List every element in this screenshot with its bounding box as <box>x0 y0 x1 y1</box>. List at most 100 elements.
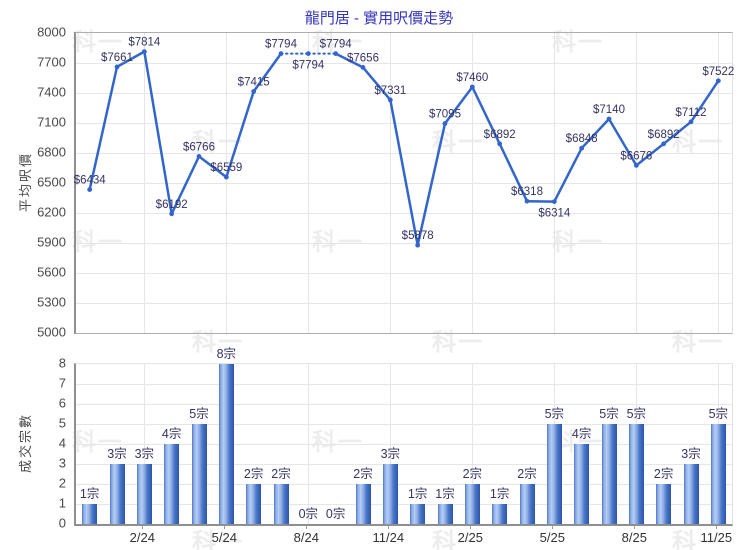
x-tick-mark <box>388 525 390 529</box>
bar <box>492 504 508 524</box>
price-line-series: $6434 $7661 $7814 $6192 $6766 $6559 $7415 $7794… <box>74 37 734 248</box>
y-tick-label: 5600 <box>37 264 66 280</box>
y-tick-label: 8000 <box>37 24 66 40</box>
point-label: $7661 <box>101 52 133 64</box>
gridline-horizontal <box>76 183 732 184</box>
bar-label: 1宗 <box>407 487 428 501</box>
x-tick-label: 8/25 <box>621 530 647 545</box>
point-label: $5878 <box>402 230 434 242</box>
data-point <box>169 211 175 217</box>
line-segment <box>115 50 146 69</box>
y-tick-label: 6500 <box>37 174 66 190</box>
data-point <box>223 174 229 180</box>
bar <box>273 484 289 524</box>
bar-label: 2宗 <box>653 467 674 481</box>
point-label: $7095 <box>429 109 461 121</box>
gridline-horizontal <box>76 384 732 385</box>
x-tick-label: 8/24 <box>293 530 319 545</box>
data-point <box>524 198 530 204</box>
bar <box>656 484 672 524</box>
point-label: $6892 <box>484 129 516 141</box>
gridline-vertical <box>143 33 145 333</box>
line-segment <box>689 79 720 124</box>
x-tick-label: 11/25 <box>700 530 733 545</box>
data-point <box>469 84 475 90</box>
data-point <box>333 51 339 56</box>
line-segment <box>443 85 474 125</box>
y-tick-label: 8 <box>58 355 66 371</box>
point-label: $6192 <box>156 199 188 211</box>
data-point <box>196 154 202 159</box>
bar-label: 1宗 <box>79 487 100 501</box>
bar <box>628 424 644 524</box>
x-tick-mark <box>142 525 144 529</box>
y-tick-label: 7100 <box>37 114 66 130</box>
bar <box>164 444 180 524</box>
point-label: $7522 <box>702 66 734 78</box>
gridline-horizontal <box>76 123 732 124</box>
y-tick-label: 2 <box>58 475 66 491</box>
point-label: $7460 <box>456 72 488 84</box>
line-segment <box>225 90 255 179</box>
bar <box>601 424 617 524</box>
x-tick-label: 2/25 <box>457 530 483 545</box>
point-label: $7331 <box>374 85 406 97</box>
point-label: $6766 <box>183 141 215 153</box>
data-point <box>633 163 639 168</box>
data-point <box>442 121 448 126</box>
data-point <box>579 145 585 151</box>
line-segment <box>170 155 201 216</box>
bar <box>574 444 590 524</box>
bar-label: 0宗 <box>298 507 319 521</box>
data-point <box>551 199 557 205</box>
bar-label: 2宗 <box>517 467 537 481</box>
data-point <box>114 64 120 70</box>
x-tick-mark <box>224 525 226 529</box>
bar-label: 0宗 <box>325 507 346 521</box>
line-segment <box>334 52 365 69</box>
line-segment <box>88 65 119 191</box>
y-tick-label: 6200 <box>37 204 66 220</box>
x-tick-label: 5/25 <box>539 530 565 545</box>
point-label: $7112 <box>675 107 706 119</box>
gridline-vertical <box>553 33 555 333</box>
gridline-horizontal <box>76 93 732 94</box>
bar <box>218 364 234 524</box>
bar <box>136 464 152 524</box>
gridline-horizontal <box>76 464 732 465</box>
line-segment <box>553 146 583 203</box>
bar-label: 3宗 <box>380 447 401 461</box>
y-tick-label: 3 <box>58 455 66 471</box>
gridline-horizontal <box>76 303 732 304</box>
bar-label: 3宗 <box>107 447 127 461</box>
y-tick-label: 1 <box>58 495 66 511</box>
line-segment <box>143 50 173 216</box>
point-label: $7794 <box>320 39 353 51</box>
bar <box>437 504 453 524</box>
line-segment <box>252 52 283 93</box>
x-tick-mark <box>634 525 636 529</box>
point-label: $6848 <box>566 133 598 145</box>
data-point <box>661 141 667 147</box>
point-label: $6676 <box>620 150 652 162</box>
bar-label: 8宗 <box>216 347 237 361</box>
data-point <box>415 242 421 248</box>
data-point <box>141 49 147 54</box>
point-label: $6434 <box>74 175 107 187</box>
gridline-horizontal <box>76 273 732 274</box>
bar-label: 3宗 <box>681 447 701 461</box>
bar <box>246 484 262 524</box>
line-segment <box>580 117 611 150</box>
bar-label: 4宗 <box>161 427 182 441</box>
bar <box>710 424 726 524</box>
x-tick-mark <box>470 525 472 529</box>
gridline-vertical <box>471 33 473 333</box>
point-label: $7794 <box>292 60 325 72</box>
gridline-horizontal <box>76 444 732 445</box>
data-point <box>278 51 284 56</box>
bar <box>683 464 699 524</box>
data-point <box>606 116 612 122</box>
bar-label: 2宗 <box>243 467 264 481</box>
bar <box>355 484 371 524</box>
